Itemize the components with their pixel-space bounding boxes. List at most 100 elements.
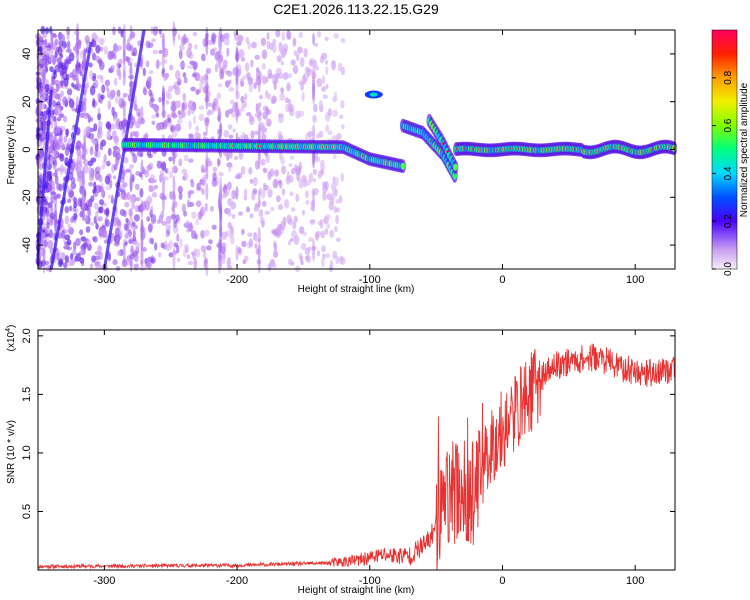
- heatmap-speckle: [94, 55, 101, 62]
- heatmap-speckle: [107, 254, 112, 262]
- heatmap-speckle: [165, 215, 172, 225]
- heatmap-speckle: [279, 92, 285, 101]
- snr-y-tick-label: 0.5: [21, 504, 33, 519]
- heatmap-speckle: [63, 245, 70, 250]
- figure-title: C2E1.2026.113.22.15.G29: [273, 1, 439, 17]
- heatmap-streak: [140, 200, 144, 219]
- heatmap-speckle: [167, 85, 174, 93]
- heatmap-speckle: [45, 264, 50, 272]
- heatmap-speckle: [230, 99, 235, 105]
- heatmap-speckle: [181, 110, 186, 118]
- heatmap-speckle: [134, 183, 140, 191]
- heatmap-speckle: [58, 183, 63, 192]
- colorbar-gradient: [711, 29, 738, 270]
- heatmap-speckle: [94, 149, 99, 158]
- heatmap-speckle: [95, 222, 99, 230]
- heatmap-speckle: [340, 124, 345, 130]
- heatmap-streak: [257, 243, 261, 260]
- heatmap-speckle: [211, 224, 217, 230]
- heatmap-speckle: [71, 107, 76, 112]
- heatmap-speckle: [240, 165, 246, 175]
- heatmap-speckle: [325, 124, 330, 133]
- heatmap-speckle: [133, 253, 139, 263]
- heatmap-speckle: [132, 47, 138, 57]
- heatmap-speckle: [64, 205, 70, 214]
- heatmap-speckle: [106, 88, 110, 98]
- heatmap-speckle: [332, 250, 338, 258]
- heatmap-speckle: [289, 237, 294, 242]
- heatmap-streak: [54, 118, 58, 135]
- heatmap-speckle: [124, 241, 128, 246]
- heatmap-speckle: [165, 100, 170, 105]
- heatmap-speckle: [322, 94, 328, 99]
- heatmap-streak: [257, 102, 261, 116]
- heatmap-speckle: [267, 188, 273, 198]
- heatmap-speckle: [194, 44, 198, 50]
- heatmap-speckle: [326, 222, 331, 230]
- heatmap-speckle: [96, 74, 103, 80]
- heatmap-band: [452, 163, 458, 171]
- heatmap-speckle: [195, 200, 202, 208]
- heatmap-speckle: [208, 239, 213, 245]
- heatmap-speckle: [197, 88, 202, 94]
- colorbar-tick-label: 0.2: [723, 214, 734, 228]
- heatmap-y-tick-label: 40: [21, 48, 33, 60]
- heatmap-speckle: [329, 259, 334, 270]
- heatmap-speckle: [227, 124, 233, 130]
- heatmap-speckle: [47, 239, 54, 249]
- heatmap-speckle: [133, 103, 138, 112]
- heatmap-streak: [83, 101, 87, 116]
- heatmap-speckle: [186, 48, 192, 58]
- heatmap-speckle: [217, 83, 223, 88]
- heatmap-speckle: [64, 234, 71, 241]
- heatmap-speckle: [183, 172, 189, 182]
- heatmap-speckle: [105, 185, 112, 191]
- heatmap-speckle: [190, 178, 194, 183]
- heatmap-speckle: [67, 223, 72, 230]
- heatmap-speckle: [147, 223, 154, 232]
- heatmap-speckle: [85, 126, 92, 135]
- heatmap-speckle: [79, 250, 85, 256]
- heatmap-speckle: [212, 166, 218, 172]
- snr-panel: -300 -200 -100 0 100 0.5 1.0 1.5 2.0 Height of …: [5, 325, 676, 596]
- heatmap-speckle: [212, 33, 217, 39]
- heatmap-speckle: [113, 135, 120, 143]
- colorbar-tick-label: 0.8: [723, 70, 734, 84]
- heatmap-speckle: [35, 157, 42, 168]
- heatmap-x-label: Height of straight line (km): [298, 284, 415, 295]
- heatmap-speckle: [272, 38, 277, 46]
- heatmap-speckle: [308, 59, 313, 67]
- heatmap-speckle: [322, 191, 327, 201]
- heatmap-x-tick-label: 0: [499, 274, 505, 286]
- heatmap-speckle: [159, 61, 163, 66]
- heatmap-streak: [172, 149, 176, 166]
- heatmap-speckle: [79, 229, 84, 236]
- heatmap-streak: [205, 182, 209, 201]
- heatmap-speckle: [44, 227, 51, 235]
- colorbar-tick-label: 0.6: [723, 118, 734, 132]
- heatmap-speckle: [107, 100, 112, 110]
- heatmap-streak: [235, 186, 239, 200]
- heatmap-speckle: [312, 168, 318, 176]
- heatmap-speckle: [69, 205, 73, 212]
- heatmap-streak: [50, 113, 54, 130]
- heatmap-speckle: [151, 114, 157, 119]
- heatmap-speckle: [254, 203, 260, 211]
- heatmap-speckle: [270, 206, 275, 212]
- heatmap-streak: [205, 85, 209, 102]
- heatmap-speckle: [157, 123, 163, 130]
- heatmap-speckle: [327, 108, 333, 117]
- heatmap-speckle: [132, 235, 137, 242]
- heatmap-speckle: [298, 31, 303, 39]
- snr-x-label: Height of straight line (km): [298, 585, 415, 596]
- heatmap-speckle: [254, 130, 259, 135]
- heatmap-speckle: [66, 88, 73, 96]
- heatmap-speckle: [85, 226, 91, 233]
- heatmap-streak: [81, 208, 85, 222]
- heatmap-speckle: [162, 75, 168, 81]
- colorbar: 0.0 0.2 0.4 0.6 0.8 Normalized spectral ampl…: [711, 29, 750, 276]
- heatmap-speckle: [83, 84, 88, 93]
- heatmap-speckle: [179, 62, 185, 68]
- heatmap-speckle: [191, 230, 197, 240]
